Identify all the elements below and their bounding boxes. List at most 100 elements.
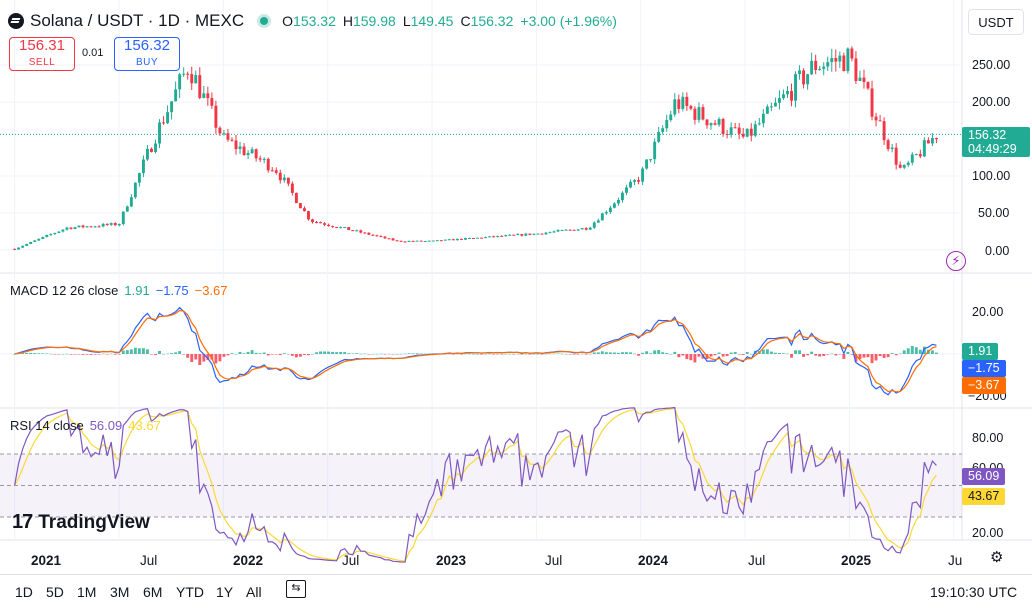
candle-body bbox=[496, 235, 500, 237]
candle-body bbox=[866, 81, 870, 89]
time-label: Ju bbox=[948, 553, 963, 568]
candle-body bbox=[150, 148, 153, 153]
ohlc-value: +3.00 (+1.96%) bbox=[520, 13, 617, 29]
candle-body bbox=[524, 233, 528, 236]
candle-body bbox=[443, 239, 447, 241]
macd-histogram-bar bbox=[645, 351, 649, 354]
macd-histogram-bar bbox=[810, 351, 814, 354]
candle-body bbox=[516, 234, 520, 236]
range-1m-button[interactable]: 1M bbox=[77, 584, 97, 600]
symbol-header: Solana / USDT · 1D · MEXC O153.32 H159.98… bbox=[8, 9, 617, 33]
settings-gear-icon[interactable]: ⚙ bbox=[990, 549, 1004, 566]
candle-body bbox=[472, 238, 475, 240]
candle-body bbox=[194, 75, 198, 84]
macd-histogram-bar bbox=[355, 353, 359, 354]
macd-histogram-bar bbox=[657, 350, 661, 354]
candle-body bbox=[898, 164, 902, 168]
candle-body bbox=[61, 229, 65, 232]
rsi-title: RSI 14 close bbox=[10, 418, 84, 433]
candle-body bbox=[162, 122, 166, 124]
candle-body bbox=[814, 60, 818, 70]
macd-histogram-bar bbox=[536, 353, 540, 355]
range-3m-button[interactable]: 3M bbox=[110, 584, 130, 600]
macd-histogram-bar bbox=[302, 354, 306, 355]
candle-body bbox=[786, 90, 789, 95]
range-6m-button[interactable]: 6M bbox=[143, 584, 163, 600]
candle-body bbox=[480, 237, 484, 239]
candle-body bbox=[302, 208, 306, 212]
candle-body bbox=[862, 77, 866, 82]
candle-body bbox=[137, 173, 141, 183]
rsi-legend[interactable]: RSI 14 close 56.09 43.67 bbox=[10, 418, 161, 433]
macd-histogram-bar bbox=[419, 353, 423, 355]
macd-histogram-bar bbox=[669, 353, 673, 355]
candle-body bbox=[882, 121, 886, 141]
macd-signal-value: −3.67 bbox=[194, 283, 228, 298]
candle-body bbox=[242, 146, 246, 156]
candle-body bbox=[234, 140, 238, 150]
tradingview-logo-icon: 17 bbox=[12, 511, 33, 533]
candle-body bbox=[387, 238, 391, 240]
utc-clock[interactable]: 19:10:30 UTC bbox=[930, 584, 1018, 600]
candle-body bbox=[315, 221, 318, 223]
macd-histogram-bar bbox=[532, 353, 536, 355]
macd-histogram-bar bbox=[898, 353, 902, 355]
macd-histogram-bar bbox=[166, 353, 170, 355]
time-label: 2023 bbox=[436, 553, 467, 568]
lightning-icon[interactable]: ⚡ bbox=[946, 251, 966, 271]
candle-body bbox=[45, 235, 49, 237]
candle-body bbox=[371, 234, 375, 236]
macd-histogram-bar bbox=[484, 353, 488, 355]
candle-body bbox=[713, 123, 717, 125]
candle-body bbox=[649, 159, 653, 161]
macd-histogram-bar bbox=[170, 353, 174, 354]
macd-histogram-bar bbox=[403, 353, 407, 355]
candle-body bbox=[327, 224, 331, 227]
date-range-calendar-icon[interactable]: ⇆ bbox=[286, 580, 306, 598]
range-all-button[interactable]: All bbox=[246, 584, 262, 600]
macd-histogram-bar bbox=[769, 351, 773, 354]
range-1d-button[interactable]: 1D bbox=[15, 584, 33, 600]
macd-legend[interactable]: MACD 12 26 close 1.91 −1.75 −3.67 bbox=[10, 283, 228, 298]
range-1y-button[interactable]: 1Y bbox=[216, 584, 234, 600]
tradingview-logo[interactable]: 17 TradingView bbox=[12, 511, 150, 534]
candle-body bbox=[697, 107, 701, 120]
macd-histogram-bar bbox=[677, 354, 681, 358]
range-ytd-button[interactable]: YTD bbox=[176, 584, 204, 600]
macd-histogram-bar bbox=[363, 353, 367, 355]
candle-body bbox=[508, 234, 512, 236]
buy-button[interactable]: 156.32 BUY bbox=[114, 37, 180, 71]
candle-body bbox=[226, 133, 230, 140]
candle-body bbox=[729, 127, 733, 135]
candle-body bbox=[625, 187, 628, 193]
sell-button[interactable]: 156.31 SELL bbox=[9, 37, 75, 71]
ohlc-key: L bbox=[402, 13, 411, 29]
macd-histogram-bar bbox=[749, 353, 753, 355]
macd-histogram-bar bbox=[327, 351, 331, 354]
macd-histogram-bar bbox=[464, 353, 467, 355]
symbol-title[interactable]: Solana / USDT · 1D · MEXC bbox=[30, 11, 245, 30]
candle-body bbox=[818, 68, 822, 70]
candle-body bbox=[298, 203, 302, 209]
candle-body bbox=[918, 154, 922, 157]
candle-body bbox=[49, 234, 53, 236]
macd-histogram-bar bbox=[262, 352, 266, 354]
macd-histogram-bar bbox=[717, 352, 721, 354]
macd-histogram-bar bbox=[862, 354, 866, 358]
macd-histogram-bar bbox=[137, 348, 141, 354]
candle-body bbox=[906, 162, 910, 165]
macd-histogram-bar bbox=[520, 354, 524, 355]
time-label: 2022 bbox=[233, 553, 264, 568]
range-5d-button[interactable]: 5D bbox=[46, 584, 64, 600]
candle-body bbox=[351, 230, 355, 232]
macd-histogram-bar bbox=[375, 353, 379, 355]
macd-histogram-bar bbox=[282, 353, 286, 354]
macd-histogram-bar bbox=[101, 353, 105, 355]
currency-selector[interactable]: USDT bbox=[968, 9, 1024, 35]
macd-histogram-bar bbox=[105, 354, 109, 355]
macd-hist-label: 1.91 bbox=[962, 343, 999, 360]
macd-histogram-bar bbox=[117, 354, 121, 355]
macd-histogram-bar bbox=[858, 354, 862, 360]
candle-body bbox=[145, 148, 149, 160]
